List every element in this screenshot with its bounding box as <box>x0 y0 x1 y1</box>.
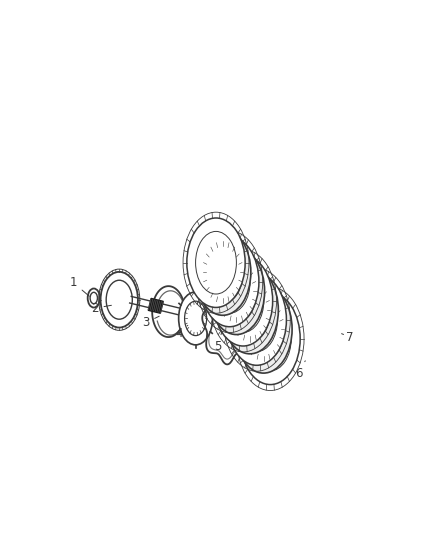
Ellipse shape <box>106 280 132 319</box>
Text: 6: 6 <box>295 361 305 380</box>
Ellipse shape <box>216 260 257 322</box>
Text: 7: 7 <box>342 330 354 344</box>
Ellipse shape <box>195 229 251 316</box>
Ellipse shape <box>202 241 243 303</box>
Ellipse shape <box>243 297 284 361</box>
Text: 3: 3 <box>142 316 159 329</box>
Ellipse shape <box>101 272 138 328</box>
Ellipse shape <box>187 218 245 308</box>
Ellipse shape <box>222 266 279 354</box>
Ellipse shape <box>214 255 273 346</box>
Ellipse shape <box>179 292 212 345</box>
Ellipse shape <box>200 237 259 327</box>
Text: 2: 2 <box>91 302 111 314</box>
Ellipse shape <box>196 231 237 294</box>
Ellipse shape <box>240 293 300 385</box>
Ellipse shape <box>209 250 250 313</box>
Text: 1: 1 <box>70 276 89 296</box>
Ellipse shape <box>184 301 207 336</box>
Ellipse shape <box>230 279 270 342</box>
Polygon shape <box>148 298 163 313</box>
Ellipse shape <box>227 274 286 365</box>
Ellipse shape <box>249 306 291 371</box>
Ellipse shape <box>223 269 264 333</box>
Ellipse shape <box>208 248 265 335</box>
Ellipse shape <box>235 285 292 373</box>
Ellipse shape <box>90 292 97 304</box>
Ellipse shape <box>88 288 100 308</box>
Ellipse shape <box>236 288 278 352</box>
Text: 5: 5 <box>214 332 222 353</box>
Text: 4: 4 <box>175 325 188 340</box>
